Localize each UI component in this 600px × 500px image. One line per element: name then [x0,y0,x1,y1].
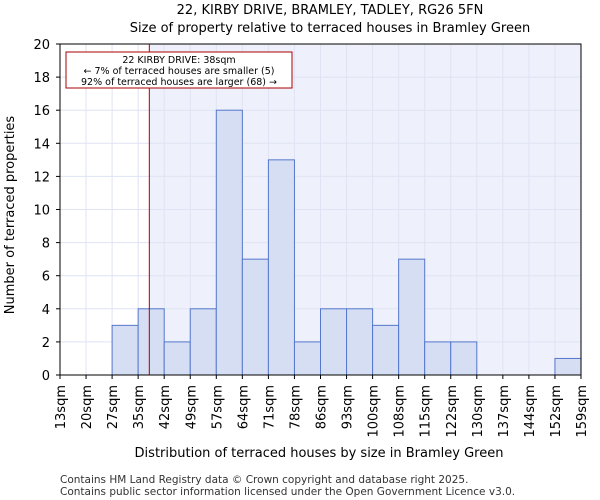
x-tick-label: 49sqm [184,385,199,429]
x-tick-label: 27sqm [106,385,121,429]
x-tick-label: 42sqm [158,385,173,429]
x-tick-label: 100sqm [367,385,382,438]
x-tick-label: 122sqm [445,385,460,438]
y-tick-label: 0 [42,369,50,384]
y-tick-label: 12 [33,170,50,185]
x-tick-label: 78sqm [288,385,303,429]
x-axis-ticks: 13sqm 20sqm 27sqm 35sqm 42sqm 49sqm 57sqm 64sqm… [54,375,590,438]
x-tick-label: 86sqm [315,385,330,429]
y-tick-label: 10 [33,204,50,219]
annotation-line-3: 92% of terraced houses are larger (68) → [81,77,277,88]
y-tick-label: 16 [33,104,50,119]
bar-108sqm [398,258,426,376]
annotation-line-1: 22 KIRBY DRIVE: 38sqm [122,55,235,66]
footer-licence: Contains public sector information licen… [60,486,515,498]
x-tick-label: 35sqm [132,385,147,429]
y-tick-label: 18 [33,71,50,86]
bar-78sqm [293,341,322,376]
x-tick-label: 93sqm [341,385,356,429]
bar-49sqm [189,308,217,376]
x-tick-label: 152sqm [549,385,564,438]
bar-27sqm [111,324,139,376]
footer-copyright: Contains HM Land Registry data © Crown c… [60,474,468,486]
bar-35sqm [137,308,165,376]
bar-71sqm [267,159,295,376]
y-tick-label: 20 [33,38,50,53]
y-tick-label: 4 [42,303,50,318]
y-axis-label: Number of terraced properties [3,116,18,315]
chart-subtitle: Size of property relative to terraced ho… [130,21,530,36]
bar-93sqm [346,308,374,376]
x-tick-label: 64sqm [236,385,251,429]
y-tick-label: 8 [42,237,50,252]
y-tick-label: 2 [42,336,50,351]
bar-122sqm [450,341,478,376]
x-tick-label: 115sqm [419,385,434,438]
x-tick-label: 130sqm [471,385,486,438]
bar-42sqm [163,341,191,376]
bar-57sqm [215,109,243,376]
y-axis-ticks: 0 2 4 6 8 10 12 14 16 18 20 [33,38,60,384]
annotation-line-2: ← 7% of terraced houses are smaller (5) [84,66,275,77]
x-tick-label: 144sqm [523,385,538,438]
x-tick-label: 20sqm [80,385,95,429]
x-tick-label: 71sqm [262,385,277,429]
bars [111,109,582,376]
x-tick-label: 13sqm [54,385,69,429]
y-tick-label: 14 [33,137,50,152]
x-tick-label: 159sqm [575,385,590,438]
x-tick-label: 108sqm [393,385,408,438]
bar-64sqm [241,258,269,376]
bar-86sqm [320,308,348,376]
bar-115sqm [424,341,452,376]
x-axis-label: Distribution of terraced houses by size … [135,446,504,461]
bar-152sqm [554,357,582,376]
annotation-box [65,51,293,89]
x-tick-label: 137sqm [497,385,512,438]
chart-title: 22, KIRBY DRIVE, BRAMLEY, TADLEY, RG26 5… [177,3,484,18]
x-tick-label: 57sqm [210,385,225,429]
y-tick-label: 6 [42,270,50,285]
bar-100sqm [372,324,400,376]
